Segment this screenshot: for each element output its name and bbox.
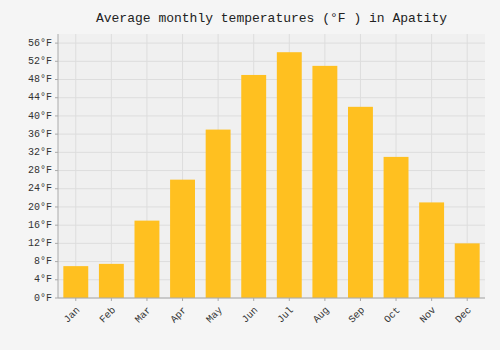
y-axis-line [58,34,59,298]
x-tick-label: Jan [62,305,83,326]
x-tick-label: Dec [453,305,474,326]
y-tick [55,61,58,62]
bars [63,52,479,298]
x-tick-label: Jun [240,305,261,326]
bar [419,202,444,298]
grid-line-y [58,298,485,299]
chart-svg: 0°F 4°F 8°F 12°F 16°F 20°F 24°F 28°F 32°F 36°F 40°… [0,0,500,350]
x-tick [146,298,147,301]
y-tick [55,43,58,44]
x-tick-label: Apr [169,305,190,326]
y-tick-label: 0°F [34,293,52,304]
grid-line-y [58,170,485,171]
y-tick [55,261,58,262]
y-tick-label: 4°F [34,274,52,285]
grid-line-x [75,34,76,298]
y-tick-label: 24°F [28,183,52,194]
y-tick [55,298,58,299]
y-tick-label: 56°F [28,38,52,49]
bar [135,221,160,298]
x-tick-label: May [204,305,225,326]
bar [348,107,373,298]
y-tick [55,134,58,135]
x-tick [111,298,112,301]
y-tick-label: 12°F [28,238,52,249]
bar [277,52,302,298]
x-tick-label: Nov [418,305,439,326]
y-tick [55,279,58,280]
bar [312,66,337,298]
grid-line-y [58,134,485,135]
bar [455,243,480,298]
x-tick-label: Feb [98,305,119,326]
y-tick-label: 44°F [28,92,52,103]
title: Average monthly temperatures (°F ) in Ap… [96,11,447,26]
x-axis-line [58,298,485,299]
y-tick-label: 20°F [28,202,52,213]
x-tick-label: Mar [133,305,154,326]
x-tick [289,298,290,301]
y-tick [55,115,58,116]
y-tick-label: 52°F [28,56,52,67]
y-tick [55,188,58,189]
grid-line-y [58,43,485,44]
x-tick [360,298,361,301]
y-tick-label: 48°F [28,74,52,85]
y-tick-label: 32°F [28,147,52,158]
y-tick [55,79,58,80]
y-tick [55,206,58,207]
x-tick [75,298,76,301]
y-tick [55,152,58,153]
x-tick [467,298,468,301]
grid-line-y [58,97,485,98]
x-tick-label: Oct [382,305,403,326]
grid-line-y [58,79,485,80]
x-tick [182,298,183,301]
x-tick-label: Sep [347,305,368,326]
x-tick-label: Aug [311,305,332,326]
chart-container: 0°F 4°F 8°F 12°F 16°F 20°F 24°F 28°F 32°F 36°F 40°… [0,0,500,350]
y-tick-label: 8°F [34,256,52,267]
y-tick [55,243,58,244]
x-tick [324,298,325,301]
grid-line-x [111,34,112,298]
y-tick-label: 36°F [28,129,52,140]
bar [384,157,409,298]
bar [241,75,266,298]
y-axis: 0°F 4°F 8°F 12°F 16°F 20°F 24°F 28°F 32°F 36°F 40°… [28,38,58,304]
x-tick [253,298,254,301]
y-tick-label: 28°F [28,165,52,176]
bar [206,130,231,298]
x-tick [431,298,432,301]
bar [99,264,124,298]
y-tick [55,225,58,226]
x-axis: Jan Feb Mar Apr May Jun Jul Aug Sep Oct Nov Dec [62,298,474,325]
bar [63,266,88,298]
grid-line-y [58,115,485,116]
y-tick-label: 16°F [28,220,52,231]
bar [170,180,195,298]
plot-background [58,34,485,298]
grid-line-y [58,61,485,62]
y-tick-label: 40°F [28,111,52,122]
grid [58,34,485,298]
y-tick [55,170,58,171]
x-tick [396,298,397,301]
grid-line-y [58,188,485,189]
x-tick-label: Jul [275,305,296,326]
y-tick [55,97,58,98]
x-tick [218,298,219,301]
grid-line-y [58,152,485,153]
